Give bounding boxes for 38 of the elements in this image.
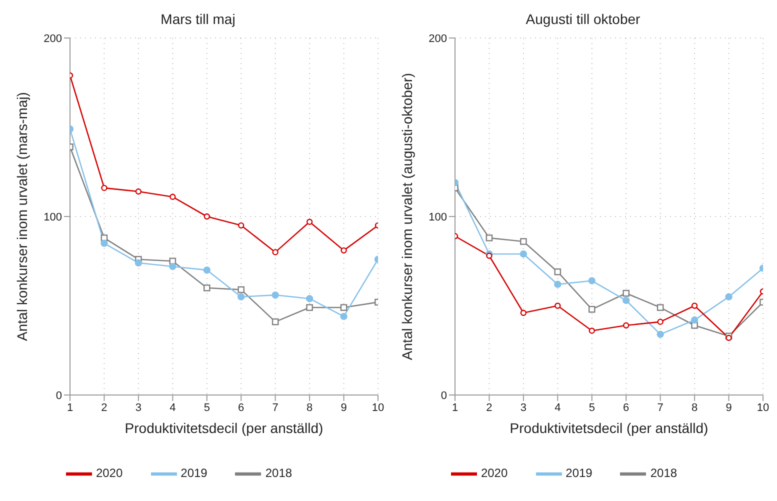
y-tick-label: 200 — [428, 32, 447, 45]
legend-label: 2018 — [650, 466, 678, 480]
x-tick-label: 10 — [372, 402, 384, 414]
chart-title: Mars till maj — [160, 10, 236, 29]
y-tick-label: 100 — [44, 211, 62, 224]
x-tick-label: 1 — [66, 402, 74, 414]
y-tick-label: 0 — [440, 390, 447, 402]
x-tick-label: 8 — [691, 402, 698, 414]
legend-label: 2019 — [180, 466, 208, 480]
x-tick-label: 1 — [452, 402, 458, 414]
x-tick-label: 4 — [554, 402, 561, 414]
x-tick-label: 7 — [657, 402, 664, 414]
x-tick-label: 9 — [726, 402, 732, 414]
x-tick-label: 2 — [101, 402, 108, 414]
x-tick-label: 10 — [756, 402, 770, 414]
x-tick-label: 3 — [135, 402, 142, 414]
legend-label: 2020 — [96, 466, 123, 480]
legend-label: 2020 — [480, 466, 508, 480]
x-tick-label: 5 — [204, 402, 210, 414]
x-tick-label: 4 — [170, 402, 176, 414]
x-tick-label: 9 — [340, 402, 347, 414]
x-tick-label: 6 — [623, 402, 630, 414]
y-tick-label: 0 — [56, 390, 62, 402]
x-tick-label: 5 — [588, 402, 595, 414]
chart-title: Augusti till oktober — [524, 10, 642, 29]
x-tick-label: 6 — [238, 402, 244, 414]
x-axis-title: Produktivitetsdecil (per anställd) — [510, 420, 708, 436]
legend-label: 2019 — [566, 466, 592, 480]
x-tick-label: 2 — [486, 402, 492, 414]
x-axis-title: Produktivitetsdecil (per anställd) — [124, 420, 324, 436]
y-tick-label: 100 — [428, 211, 447, 224]
x-tick-label: 8 — [306, 402, 313, 414]
x-tick-label: 7 — [272, 402, 278, 414]
y-axis-title: Antal konkurser inom urvalet (mars-maj) — [14, 92, 30, 341]
legend-label: 2018 — [265, 466, 292, 480]
y-axis-title: Antal konkurser inom urvalet (augusti-oktober) — [398, 72, 415, 360]
y-tick-label: 200 — [44, 32, 62, 45]
x-tick-label: 3 — [520, 402, 527, 414]
